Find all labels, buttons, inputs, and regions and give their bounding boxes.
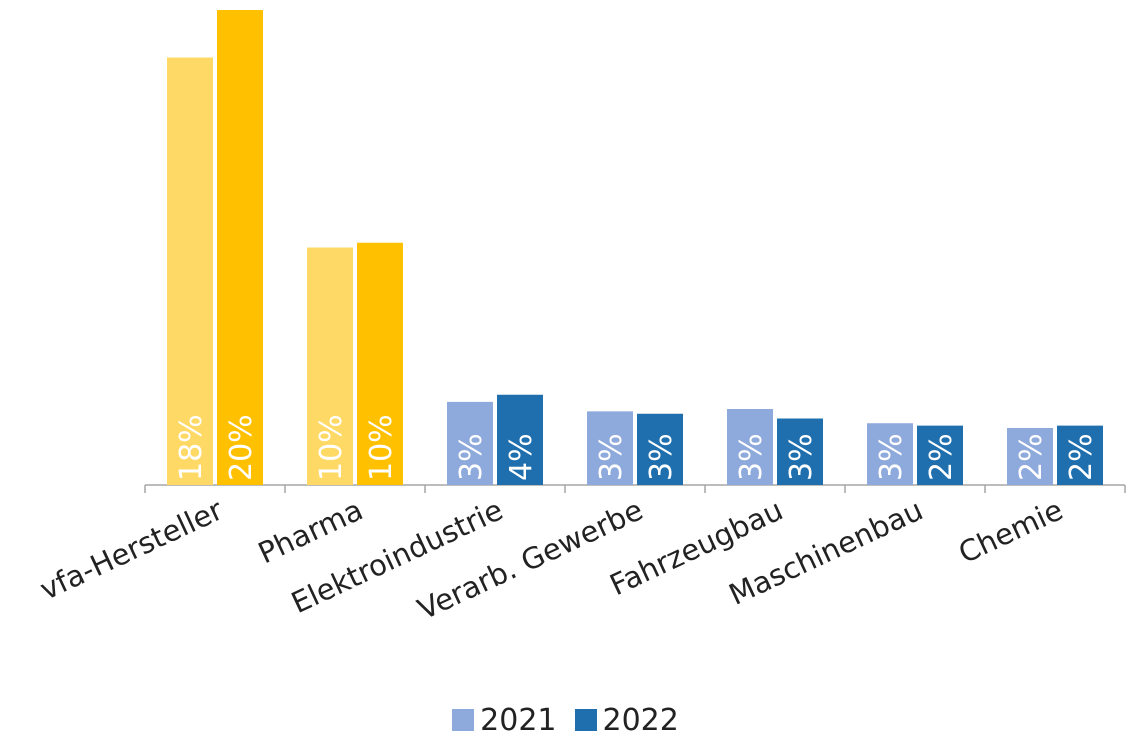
bar-2022-6 <box>1057 425 1103 485</box>
bar-2022-3 <box>637 413 683 485</box>
category-label: Chemie <box>953 493 1068 571</box>
data-label: 2% <box>1064 433 1099 481</box>
data-label: 3% <box>874 433 909 481</box>
bar-2021-6 <box>1007 428 1053 485</box>
category-label: vfa-Hersteller <box>35 493 228 607</box>
data-label: 4% <box>504 433 539 481</box>
chart-legend: 2021 2022 <box>0 700 1131 740</box>
data-label: 2% <box>924 433 959 481</box>
bar-2022-4 <box>777 418 823 485</box>
bar-2021-1 <box>307 247 353 485</box>
legend-label-2021: 2021 <box>480 702 557 738</box>
bar-2022-5 <box>917 425 963 485</box>
data-label: 3% <box>644 433 679 481</box>
category-label: Verarb. Gewerbe <box>413 493 648 627</box>
data-label: 3% <box>454 433 489 481</box>
legend-item-2022: 2022 <box>574 702 679 738</box>
legend-label-2022: 2022 <box>602 702 679 738</box>
bar-2022-2 <box>497 394 543 485</box>
data-label: 10% <box>314 414 349 481</box>
bar-2021-3 <box>587 411 633 485</box>
data-label: 20% <box>224 414 259 481</box>
legend-swatch-2021 <box>452 709 475 731</box>
bar-2021-0 <box>167 57 213 485</box>
legend-swatch-2022 <box>574 709 597 731</box>
data-label: 3% <box>594 433 629 481</box>
bar-2022-0 <box>217 10 263 485</box>
data-label: 18% <box>174 414 209 481</box>
data-label: 3% <box>734 433 769 481</box>
bar-2021-5 <box>867 423 913 485</box>
legend-item-2021: 2021 <box>452 702 557 738</box>
data-label: 3% <box>784 433 819 481</box>
data-label: 2% <box>1014 433 1049 481</box>
bar-2022-1 <box>357 242 403 485</box>
bar-2021-4 <box>727 409 773 485</box>
bar-2021-2 <box>447 401 493 485</box>
data-label: 10% <box>364 414 399 481</box>
